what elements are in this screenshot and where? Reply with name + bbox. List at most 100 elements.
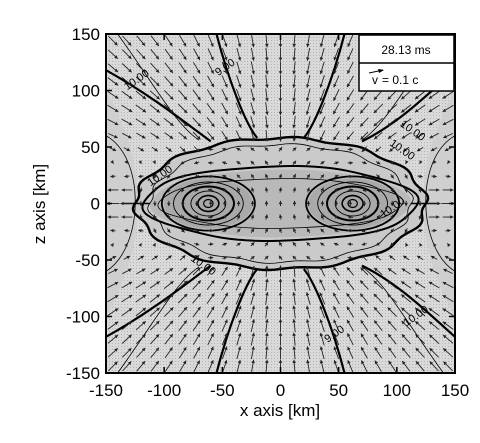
- velocity-arrow: [389, 146, 396, 152]
- velocity-arrow: [347, 48, 354, 61]
- velocity-arrow: [237, 187, 241, 193]
- y-tick-label: -100: [66, 308, 100, 327]
- arrow-head: [376, 174, 381, 179]
- velocity-arrow: [404, 200, 408, 207]
- arrow-head: [333, 333, 337, 337]
- velocity-arrow: [207, 61, 215, 74]
- velocity-arrow: [442, 294, 454, 303]
- velocity-arrow: [404, 173, 408, 179]
- arrow-head: [142, 69, 146, 73]
- velocity-arrow: [178, 333, 187, 345]
- arrow-head: [142, 307, 146, 312]
- velocity-arrow: [333, 346, 340, 359]
- velocity-arrow: [415, 334, 426, 345]
- arrow-head: [278, 278, 283, 282]
- arrow-head: [320, 228, 325, 233]
- x-tick-label: 150: [441, 381, 469, 400]
- arrow-head: [374, 135, 378, 140]
- velocity-arrow: [222, 147, 228, 152]
- velocity-arrow: [333, 266, 340, 277]
- arrow-head: [306, 160, 311, 165]
- velocity-arrow: [306, 160, 311, 166]
- velocity-arrow: [107, 91, 119, 99]
- arrow-head: [447, 160, 451, 164]
- arrow-head: [428, 95, 433, 99]
- velocity-arrow: [278, 129, 283, 142]
- velocity-arrow: [346, 75, 354, 88]
- velocity-arrow: [250, 346, 255, 360]
- velocity-arrow: [250, 173, 255, 179]
- velocity-arrow: [361, 228, 367, 233]
- velocity-arrow: [194, 215, 199, 220]
- y-tick-label: -50: [75, 251, 100, 270]
- velocity-arrow: [373, 293, 384, 304]
- arrow-head: [169, 135, 174, 139]
- arrow-head: [401, 281, 405, 285]
- velocity-arrow: [206, 266, 215, 276]
- velocity-arrow: [278, 61, 283, 75]
- arrow-head: [442, 121, 447, 125]
- velocity-arrow: [264, 214, 269, 220]
- velocity-arrow: [250, 255, 255, 260]
- arrow-head: [224, 279, 228, 284]
- velocity-arrow: [428, 307, 440, 317]
- velocity-arrow: [166, 174, 171, 179]
- velocity-arrow: [250, 88, 256, 102]
- velocity-arrow: [138, 242, 142, 247]
- velocity-arrow: [149, 294, 161, 303]
- velocity-arrow: [332, 279, 340, 291]
- arrow-head: [429, 348, 433, 352]
- velocity-arrow: [221, 292, 229, 305]
- velocity-arrow: [250, 292, 256, 305]
- arrow-head: [360, 135, 364, 140]
- velocity-arrow: [265, 88, 269, 102]
- velocity-arrow: [151, 255, 159, 261]
- arrow-head: [128, 308, 133, 312]
- arrow-head: [363, 160, 367, 165]
- velocity-arrow: [388, 360, 397, 372]
- velocity-arrow: [265, 102, 269, 115]
- velocity-arrow: [428, 188, 440, 192]
- velocity-arrow: [264, 187, 269, 193]
- velocity-arrow: [347, 360, 354, 373]
- velocity-arrow: [442, 321, 454, 330]
- arrow-head: [141, 361, 146, 365]
- velocity-arrow: [120, 201, 134, 206]
- arrow-head: [292, 319, 296, 323]
- velocity-arrow: [136, 49, 146, 60]
- arrow-head: [334, 215, 339, 219]
- arrow-head: [238, 84, 242, 88]
- velocity-arrow: [251, 34, 255, 48]
- velocity-arrow: [207, 34, 214, 47]
- velocity-arrow: [166, 214, 171, 220]
- velocity-arrow: [333, 332, 340, 346]
- arrow-head: [373, 293, 378, 298]
- arrow-head: [320, 242, 324, 246]
- arrow-head: [210, 267, 215, 271]
- velocity-arrow: [445, 174, 451, 179]
- arrow-head: [405, 160, 409, 164]
- velocity-arrow: [236, 228, 241, 233]
- velocity-arrow: [390, 174, 395, 179]
- arrow-head: [428, 122, 433, 126]
- arrow-head: [183, 280, 188, 285]
- arrow-head: [208, 174, 212, 179]
- arrow-head: [306, 187, 310, 192]
- arrow-head: [167, 188, 171, 193]
- velocity-arrow: [264, 160, 269, 166]
- arrow-head: [333, 306, 337, 310]
- arrow-head: [306, 265, 310, 270]
- velocity-arrow: [110, 243, 114, 247]
- velocity-arrow: [193, 333, 201, 345]
- arrow-head: [333, 346, 337, 351]
- velocity-arrow: [306, 130, 311, 142]
- arrow-head: [401, 122, 405, 126]
- arrow-head: [170, 109, 174, 113]
- velocity-arrow: [135, 76, 147, 87]
- velocity-arrow: [177, 280, 188, 290]
- velocity-arrow: [278, 319, 283, 332]
- arrow-head: [292, 346, 296, 350]
- arrow-head: [251, 256, 255, 260]
- velocity-arrow: [360, 360, 368, 373]
- arrow-head: [404, 216, 408, 220]
